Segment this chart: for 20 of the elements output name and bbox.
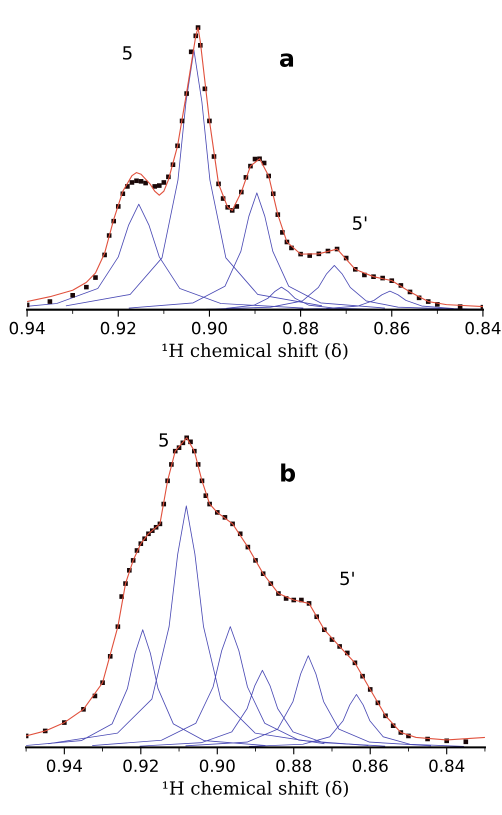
x-tick-label: 0.84 (429, 759, 464, 772)
x-tick-label: 0.86 (352, 759, 388, 772)
x-tick-label: 0.84 (465, 322, 501, 334)
annotation: 5' (353, 216, 366, 230)
x-tick-label: 0.94 (46, 759, 82, 772)
text: b (281, 464, 296, 482)
x-tick-label: 0.90 (192, 322, 227, 334)
x-tick-label: 0.92 (100, 322, 136, 334)
x-tick-label: 0.86 (374, 322, 410, 334)
x-tick-label: 0.94 (10, 322, 45, 334)
text: a (280, 53, 294, 67)
x-tick-label: 0.88 (276, 759, 312, 772)
annotation: 5 (159, 433, 168, 447)
x-tick-label: 0.92 (123, 759, 158, 772)
x-tick-label: 0.88 (283, 322, 318, 334)
x-axis-title: ¹H chemical shift (δ) (162, 780, 348, 798)
annotation: 5' (340, 572, 354, 586)
x-tick-label: 0.90 (200, 759, 235, 772)
annotation: 5 (123, 46, 132, 60)
x-axis-title: ¹H chemical shift (δ) (162, 343, 348, 360)
